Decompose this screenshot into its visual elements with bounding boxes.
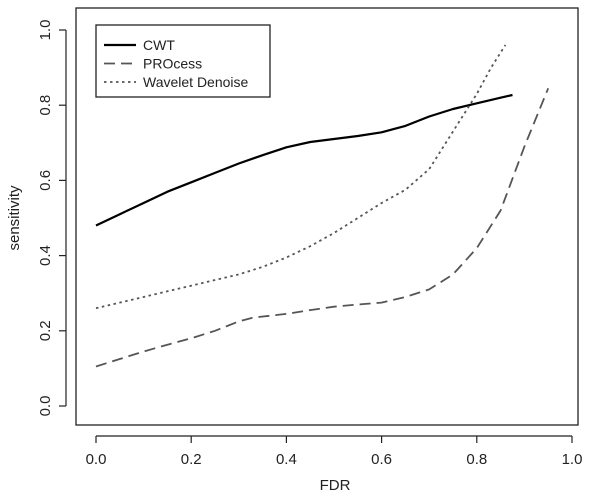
series-line-cwt (95, 93, 513, 227)
legend: CWT PROcess Wavelet Denoise (95, 24, 271, 98)
y-tick-label-0-4: 0.4 (37, 245, 54, 266)
x-tick-label-0-2: 0.2 (181, 451, 202, 468)
y-tick-label-0-6: 0.6 (37, 170, 54, 191)
series-line-wavelet-denoise (95, 44, 507, 310)
x-tick-label-0-6: 0.6 (371, 451, 392, 468)
axes: 0.0 0.2 0.4 0.6 0.8 1.0 0.0 0.2 0.4 0.6 0.8 1.0 (37, 20, 582, 468)
series-layer (95, 44, 550, 368)
y-tick-label-0-2: 0.2 (37, 320, 54, 341)
y-tick-label-0-0: 0.0 (37, 396, 54, 417)
legend-label-process: PROcess (143, 56, 202, 72)
legend-label-cwt: CWT (143, 37, 175, 53)
legend-label-wavelet-denoise: Wavelet Denoise (143, 74, 249, 90)
x-axis-label: FDR (320, 477, 351, 494)
plot-frame (75, 7, 579, 426)
series-line-process (95, 87, 550, 368)
legend-box (95, 24, 271, 98)
x-tick-label-1-0: 1.0 (562, 451, 583, 468)
x-tick-label-0-8: 0.8 (466, 451, 487, 468)
y-tick-label-1-0: 1.0 (37, 20, 54, 41)
y-axis-label: sensitivity (6, 185, 23, 251)
x-tick-label-0-0: 0.0 (86, 451, 107, 468)
y-tick-label-0-8: 0.8 (37, 95, 54, 116)
x-tick-label-0-4: 0.4 (276, 451, 297, 468)
